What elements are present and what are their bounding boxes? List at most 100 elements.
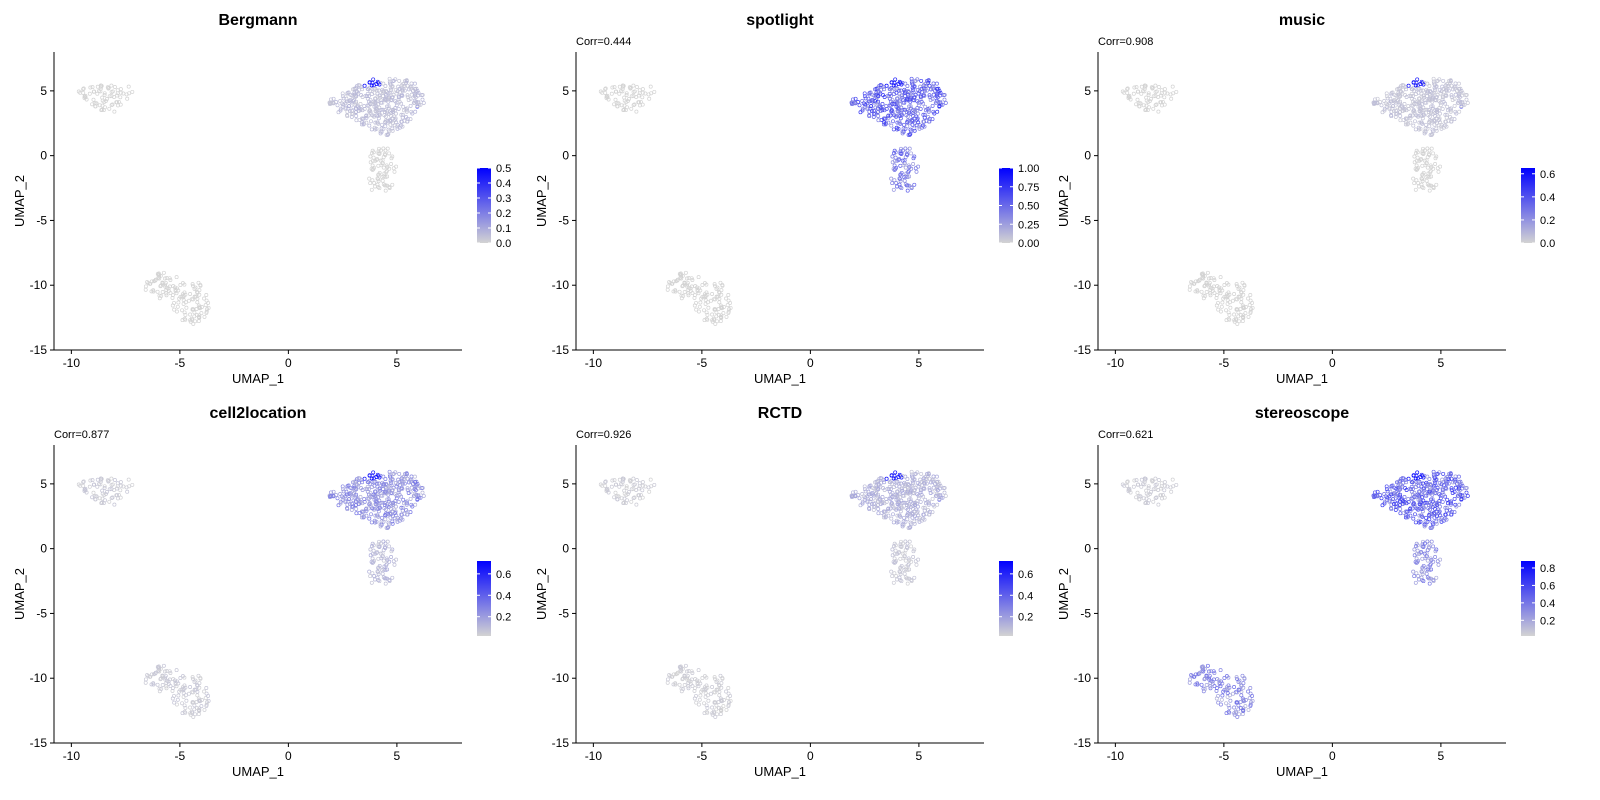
cell2location-point [371,492,376,497]
rctd-point [724,689,729,694]
spotlight-point [720,282,725,287]
music-point [1422,148,1427,153]
music-point [1414,163,1419,168]
rctd-point [869,496,874,501]
rctd-point [927,509,932,514]
cell2location-point [368,495,373,500]
bergmann-point [163,276,167,281]
cell2location-point [183,685,188,690]
rctd-point [897,513,902,518]
stereoscope-point [1427,546,1432,550]
spotlight-point [941,93,946,98]
rctd-point [862,484,867,489]
stereoscope-point [1199,682,1204,687]
bergmann-point [104,97,109,101]
cell2location-point [107,499,112,504]
cell2location-point [386,520,391,525]
spotlight-point [898,80,903,85]
bergmann-title: Bergmann [218,12,297,29]
music-point [1431,106,1435,111]
stereoscope-point [1375,494,1380,498]
bergmann-point [391,107,396,112]
cell2location-y-tick-label: -5 [36,606,47,620]
stereoscope-point [1411,501,1416,505]
spotlight-point [634,85,639,89]
cell2location-point [158,677,163,682]
bergmann-point [202,296,207,301]
cell2location-point [401,497,406,502]
cell2location-point [173,680,178,685]
music-point [1459,104,1464,108]
stereoscope-point [1248,703,1253,708]
music-point [1208,291,1213,296]
music-point [1153,94,1158,99]
spotlight-point [680,284,685,289]
bergmann-point [405,93,410,98]
bergmann-point [349,100,354,105]
rctd-point [909,578,914,582]
stereoscope-y-tick-label: -15 [1074,736,1092,750]
stereoscope-point [1153,487,1158,492]
music-point [1423,107,1428,112]
rctd-point [900,473,905,478]
bergmann-point [383,183,388,188]
music-point [1413,187,1418,192]
bergmann-point [188,319,193,324]
bergmann-point [202,314,207,319]
stereoscope-point [1207,673,1212,678]
spotlight-point [860,108,865,113]
bergmann-point [345,99,350,104]
stereoscope-point [1211,677,1216,682]
stereoscope-point [1201,686,1206,691]
cell2location-point [197,709,202,713]
rctd-point [894,574,899,578]
music-point [1452,84,1457,89]
spotlight-point [685,284,690,289]
rctd-colorbar-tick-label: 0.6 [1018,569,1033,581]
rctd-point [923,477,928,481]
cell2location-point [163,677,168,682]
spotlight-point [912,182,917,187]
music-point [1434,154,1439,159]
rctd-point [692,686,697,691]
spotlight-point [888,113,893,118]
music-point [1415,99,1420,104]
cell2location-point [401,475,405,479]
cell2location-point [366,487,371,492]
cell2location-point [376,556,381,561]
rctd-point [862,487,867,492]
rctd-point [874,495,879,500]
rctd-point [673,682,678,687]
rctd-point [904,501,909,505]
cell2location-points [76,469,426,719]
bergmann-point [374,113,379,118]
rctd-point [934,493,939,498]
rctd-point [677,665,682,669]
cell2location-point [367,569,372,574]
bergmann-point [381,90,385,95]
rctd-point [912,575,917,580]
spotlight-point [728,300,733,305]
spotlight-point [891,187,896,192]
music-point [1422,158,1427,163]
cell2location-point [383,477,388,481]
bergmann-point [190,282,195,287]
cell2location-point [369,512,373,517]
stereoscope-point [1414,473,1419,478]
stereoscope-point [1425,483,1429,488]
spotlight-y-tick-label: 5 [562,84,569,98]
stereoscope-point [1156,502,1161,507]
cell2location-y-tick-label: -15 [30,736,48,750]
music-point [1226,316,1231,321]
cell2location-point [173,682,178,687]
bergmann-colorbar-tick-label: 0.1 [496,223,511,235]
rctd-point [931,474,936,479]
spotlight-point [916,164,921,169]
bergmann-point [194,313,199,318]
rctd-point [887,484,892,489]
music-point [1154,102,1159,107]
spotlight-point [905,124,910,129]
bergmann-point [369,127,374,132]
spotlight-point [919,90,924,95]
music-point [1239,300,1244,305]
